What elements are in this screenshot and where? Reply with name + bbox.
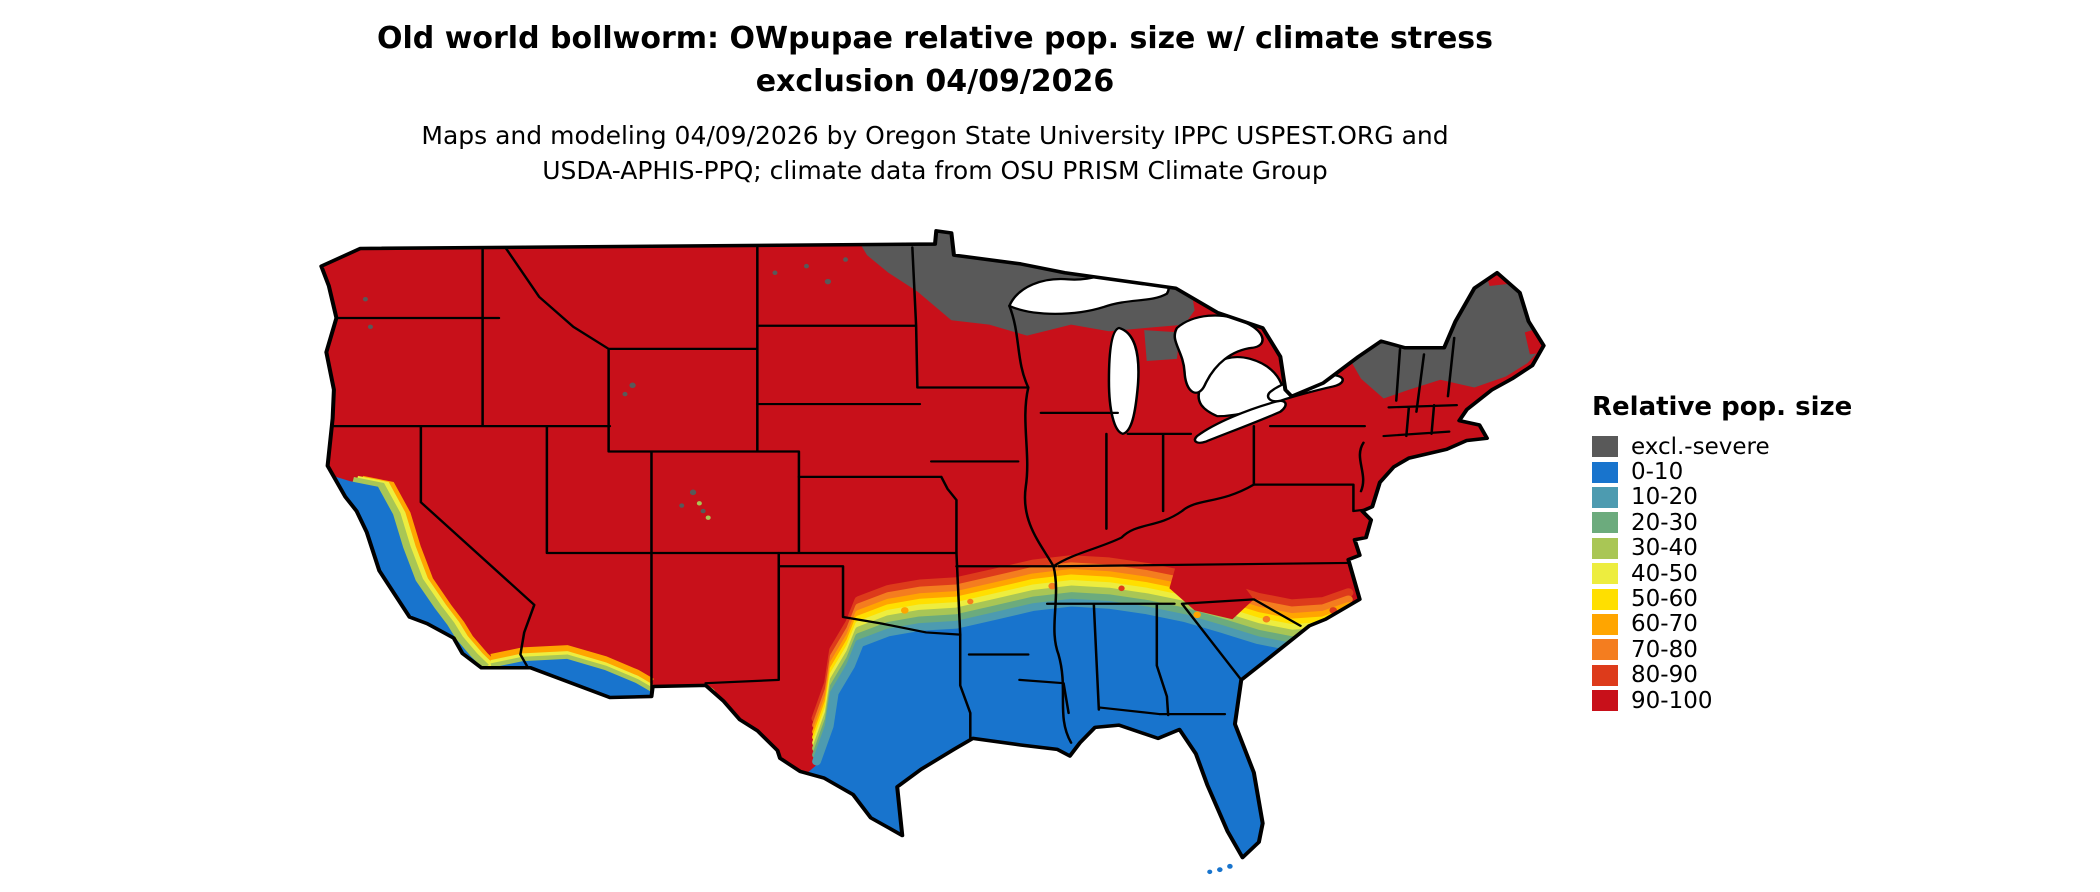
legend-items: excl.-severe 0-10 10-20 20-30 30-40 40-5… [1592,433,1852,714]
legend-item: 10-20 [1592,484,1852,511]
figure-header: Old world bollworm: OWpupae relative pop… [250,18,1620,188]
legend-item-label: 30-40 [1631,535,1698,562]
legend-item-label: 20-30 [1631,509,1698,536]
legend-item: 40-50 [1592,560,1852,587]
legend-swatch [1592,639,1618,661]
legend-item-label: 10-20 [1631,484,1698,511]
legend-item: 30-40 [1592,535,1852,562]
map-title-line1: Old world bollworm: OWpupae relative pop… [376,21,1494,56]
state-borders [328,246,1459,744]
legend-item-label: 80-90 [1631,662,1698,689]
legend-item-label: 60-70 [1631,611,1698,638]
legend-title: Relative pop. size [1592,392,1853,422]
legend-swatch [1592,461,1618,483]
map-area [315,222,1550,884]
legend-swatch [1592,613,1618,635]
legend-swatch [1592,436,1618,458]
legend-item: excl.-severe [1592,433,1852,460]
map-subtitle: Maps and modeling 04/09/2026 by Oregon S… [250,119,1620,188]
legend-swatch [1592,588,1618,610]
lake-michigan [1107,326,1140,435]
lake-erie [1193,399,1287,444]
legend: Relative pop. size excl.-severe 0-10 10-… [1592,392,1853,714]
legend-item: 20-30 [1592,509,1852,536]
legend-swatch [1592,486,1618,508]
legend-item: 90-100 [1592,687,1852,714]
map-subtitle-line1: Maps and modeling 04/09/2026 by Oregon S… [421,121,1449,151]
legend-item: 60-70 [1592,611,1852,638]
map-appalachian-red-tongue [1169,566,1254,620]
legend-swatch [1592,664,1618,686]
legend-item: 70-80 [1592,636,1852,663]
legend-item: 50-60 [1592,586,1852,613]
legend-swatch [1592,512,1618,534]
us-map [315,222,1550,875]
map-subtitle-line2: USDA-APHIS-PPQ; climate data from OSU PR… [542,155,1328,185]
legend-item: 0-10 [1592,459,1852,486]
legend-item: 80-90 [1592,662,1852,689]
legend-item-label: 40-50 [1631,560,1698,587]
legend-swatch [1592,690,1618,712]
legend-swatch [1592,563,1618,585]
legend-item-label: 90-100 [1631,687,1713,714]
map-band-speckles [696,501,1338,623]
map-title-line2: exclusion 04/09/2026 [755,63,1115,99]
florida-keys [1207,863,1233,875]
legend-item-label: excl.-severe [1631,433,1770,460]
legend-item-label: 50-60 [1631,586,1698,613]
legend-item-label: 70-80 [1631,636,1698,663]
legend-swatch [1592,537,1618,559]
legend-item-label: 0-10 [1631,459,1684,486]
